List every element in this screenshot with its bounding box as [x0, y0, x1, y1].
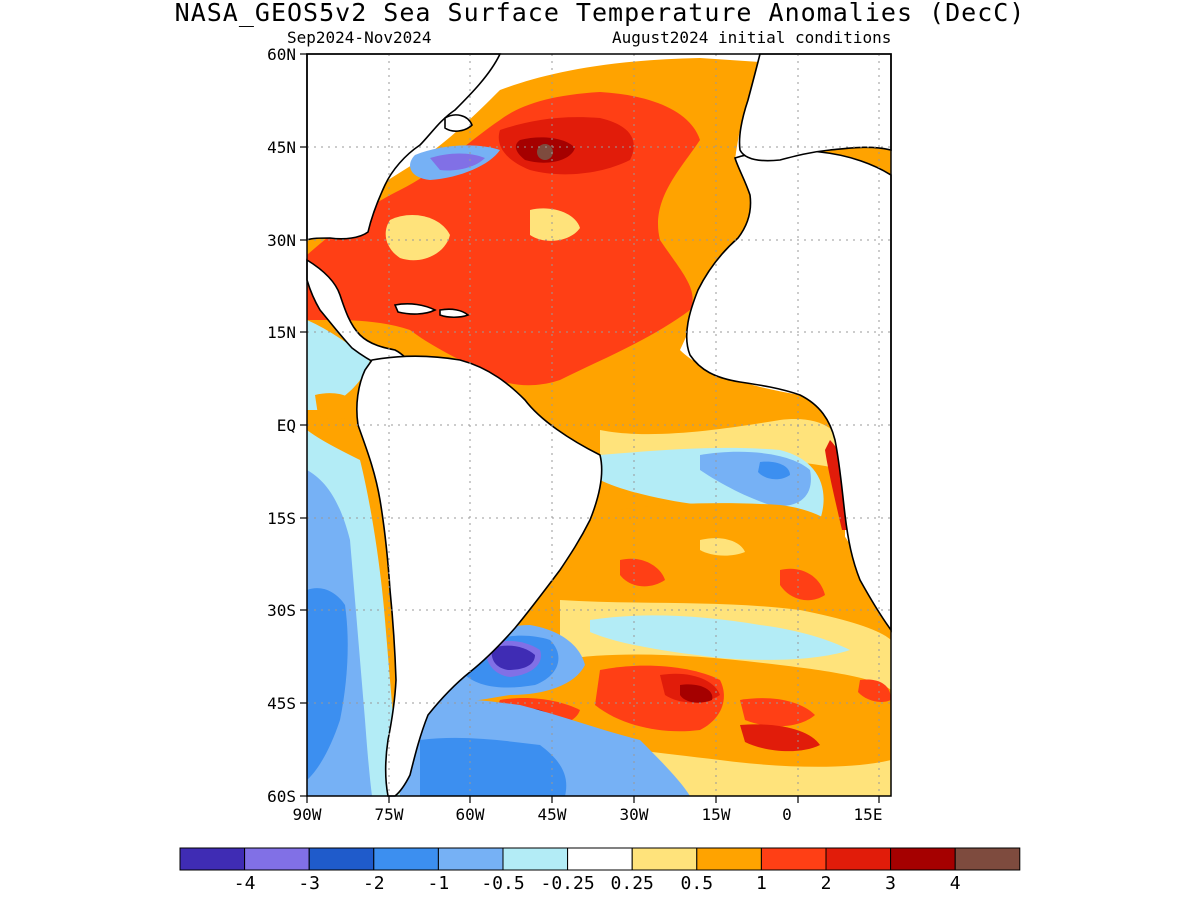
colorbar-labels: -4 -3 -2 -1 -0.5 -0.25 0.25 0.5 1 2 3 4 [234, 873, 961, 894]
colorbar-label: -2 [363, 873, 385, 894]
colorbar-label: 0.25 [611, 873, 654, 894]
colorbar-label: 3 [885, 873, 896, 894]
colorbar-label: -4 [234, 873, 256, 894]
colorbar-label: -1 [428, 873, 450, 894]
colorbar-label: 1 [756, 873, 767, 894]
lon-label: 0 [782, 805, 792, 824]
lat-ticks [300, 53, 307, 797]
lon-label: 15E [854, 805, 883, 824]
lat-label: EQ [277, 416, 296, 435]
colorbar-swatch [760, 847, 827, 871]
lat-label: 60S [267, 787, 296, 806]
lon-label: 30W [620, 805, 649, 824]
lat-labels: 60N 45N 30N 15N EQ 15S 30S 45S 60S [267, 45, 296, 806]
colorbar-swatch [567, 847, 633, 871]
colorbar-swatch [890, 847, 956, 871]
lon-labels: 90W 75W 60W 45W 30W 15W 0 15E [293, 805, 883, 824]
colorbar-label: -0.25 [541, 873, 595, 894]
lat-label: 30N [267, 231, 296, 250]
graticule [307, 54, 891, 796]
colorbar-swatch [696, 847, 762, 871]
initial-conditions-label: August2024 initial conditions [612, 28, 892, 47]
lat-label: 15S [267, 509, 296, 528]
lon-ticks [306, 796, 880, 803]
colorbar-swatch [631, 847, 698, 871]
land-masses [306, 53, 892, 797]
lat-label: 30S [267, 601, 296, 620]
colorbar-swatch [825, 847, 892, 871]
lat-label: 15N [267, 323, 296, 342]
map-title: NASA_GEOS5v2 Sea Surface Temperature Ano… [174, 0, 1026, 27]
colorbar-label: 4 [950, 873, 961, 894]
colorbar-swatch [244, 847, 310, 871]
colorbar-swatch [437, 847, 504, 871]
lon-label: 75W [375, 805, 404, 824]
colorbar-label: -0.5 [481, 873, 524, 894]
colorbar-label: -3 [298, 873, 320, 894]
forecast-period: Sep2024-Nov2024 [287, 28, 432, 47]
colorbar-swatch [308, 847, 375, 871]
lat-label: 45N [267, 138, 296, 157]
colorbar-swatch [179, 847, 246, 871]
colorbar-label: 2 [821, 873, 832, 894]
lon-label: 45W [538, 805, 567, 824]
south-america-landmass [356, 355, 603, 797]
colorbar [179, 847, 1021, 871]
lat-label: 60N [267, 45, 296, 64]
north-america-landmass [306, 53, 502, 242]
colorbar-swatch [502, 847, 569, 871]
lon-label: 60W [456, 805, 485, 824]
colorbar-swatch [373, 847, 439, 871]
lon-label: 90W [293, 805, 322, 824]
lat-label: 45S [267, 694, 296, 713]
lon-label: 15W [702, 805, 731, 824]
colorbar-swatch [954, 847, 1021, 871]
europe-landmass [738, 53, 892, 162]
colorbar-label: 0.5 [681, 873, 714, 894]
